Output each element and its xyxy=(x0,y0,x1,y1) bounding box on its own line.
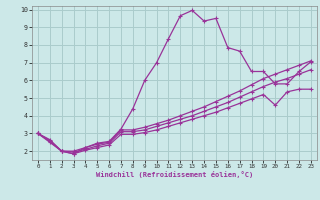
X-axis label: Windchill (Refroidissement éolien,°C): Windchill (Refroidissement éolien,°C) xyxy=(96,171,253,178)
